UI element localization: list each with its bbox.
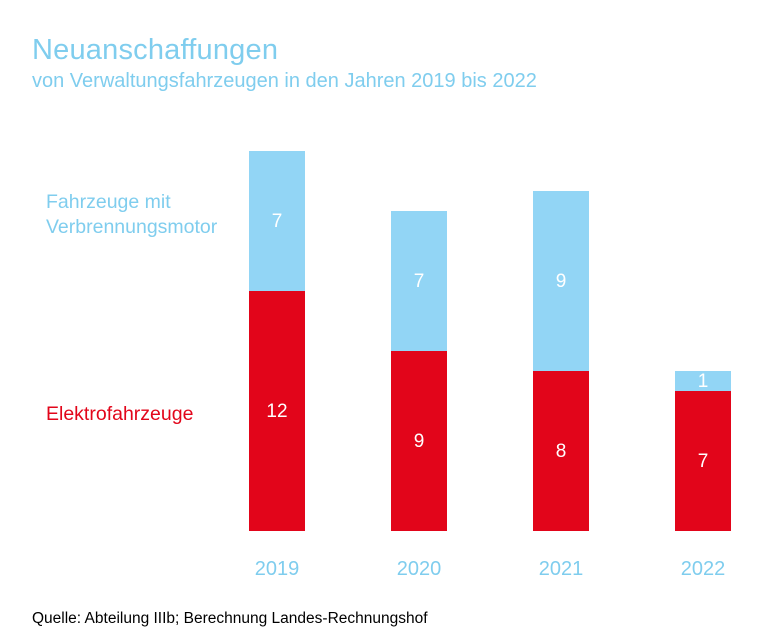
x-tick-2019: 2019: [255, 558, 300, 580]
label-combustion-2022: 1: [698, 371, 709, 392]
bar-combustion-2021: [533, 191, 589, 371]
source-note: Quelle: Abteilung IIIb; Berechnung Lande…: [32, 610, 428, 627]
x-tick-2021: 2021: [539, 558, 584, 580]
x-tick-2022: 2022: [681, 558, 726, 580]
bar-chart: 12 7 2019 9 7 2020 8 9 2021 7 1 2022: [249, 151, 731, 580]
bar-combustion-2020: [391, 211, 447, 351]
bar-electric-2019: [249, 291, 305, 531]
bar-electric-2020: [391, 351, 447, 531]
label-electric-2022: 7: [698, 451, 709, 472]
bar-electric-2022: [675, 391, 731, 531]
chart-subtitle: von Verwaltungsfahrzeugen in den Jahren …: [32, 70, 537, 92]
bar-combustion-2022: [675, 371, 731, 391]
legend-combustion-line1: Fahrzeuge mit: [46, 191, 171, 213]
x-tick-2020: 2020: [397, 558, 442, 580]
bar-combustion-2019: [249, 151, 305, 291]
chart-title: Neuanschaffungen: [32, 34, 279, 66]
label-combustion-2021: 9: [556, 271, 567, 292]
bar-electric-2021: [533, 371, 589, 531]
label-combustion-2019: 7: [272, 211, 283, 232]
label-electric-2021: 8: [556, 441, 567, 462]
legend-combustion-line2: Verbrennungsmotor: [46, 216, 218, 238]
label-electric-2019: 12: [266, 401, 287, 422]
legend-combustion: Fahrzeuge mit Verbrennungsmotor: [46, 190, 217, 240]
label-combustion-2020: 7: [414, 271, 425, 292]
label-electric-2020: 9: [414, 431, 425, 452]
legend-electric: Elektrofahrzeuge: [46, 403, 194, 425]
